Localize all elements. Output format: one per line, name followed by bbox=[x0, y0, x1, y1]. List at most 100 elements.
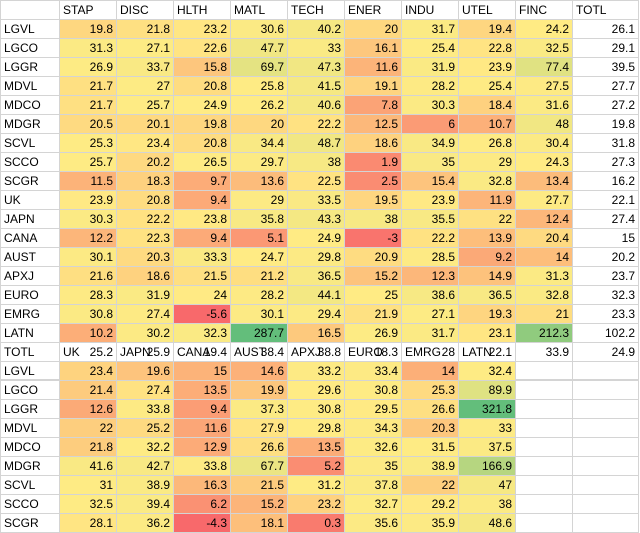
data-cell[interactable]: 24.3 bbox=[515, 152, 573, 172]
data-cell[interactable]: 31.6 bbox=[515, 95, 573, 115]
column-header-matl[interactable]: MATL bbox=[230, 0, 288, 20]
data-cell[interactable]: 27.2 bbox=[572, 95, 639, 115]
empty-cell[interactable] bbox=[572, 494, 639, 514]
data-cell[interactable]: 37.5 bbox=[458, 437, 516, 457]
data-cell[interactable]: 31.2 bbox=[287, 475, 345, 495]
row-label[interactable]: SCGR bbox=[0, 513, 60, 533]
data-cell[interactable]: 22.2 bbox=[401, 228, 459, 248]
empty-cell[interactable] bbox=[515, 361, 573, 381]
column-header-uk[interactable]: UK bbox=[59, 342, 117, 362]
data-cell[interactable]: 36.5 bbox=[458, 285, 516, 305]
column-header-tech[interactable]: TECH bbox=[287, 0, 345, 20]
data-cell[interactable]: 25.4 bbox=[401, 38, 459, 58]
empty-cell[interactable] bbox=[572, 418, 639, 438]
row-label[interactable]: SCVL bbox=[0, 133, 60, 153]
data-cell[interactable]: 20 bbox=[344, 19, 402, 39]
data-cell[interactable]: 29 bbox=[458, 152, 516, 172]
data-cell[interactable]: 21.7 bbox=[59, 95, 117, 115]
data-cell[interactable]: 27 bbox=[116, 76, 174, 96]
data-cell[interactable]: 37.8 bbox=[344, 475, 402, 495]
data-cell[interactable]: 2.5 bbox=[344, 171, 402, 191]
data-cell[interactable]: 24.9 bbox=[173, 95, 231, 115]
data-cell[interactable]: 29.2 bbox=[401, 494, 459, 514]
data-cell[interactable]: 42.7 bbox=[116, 456, 174, 476]
data-cell[interactable]: 40.6 bbox=[287, 95, 345, 115]
data-cell[interactable]: 25 bbox=[344, 285, 402, 305]
column-header-finc[interactable]: FINC bbox=[515, 0, 573, 20]
row-label[interactable]: LGCO bbox=[0, 380, 60, 400]
data-cell[interactable]: 32.3 bbox=[173, 323, 231, 343]
data-cell[interactable]: 9.4 bbox=[173, 228, 231, 248]
data-cell[interactable]: 21.7 bbox=[59, 76, 117, 96]
data-cell[interactable]: 29.8 bbox=[287, 418, 345, 438]
data-cell[interactable]: 22 bbox=[59, 418, 117, 438]
data-cell[interactable]: 27.5 bbox=[515, 76, 573, 96]
column-header-hlth[interactable]: HLTH bbox=[173, 0, 231, 20]
data-cell[interactable]: 47.7 bbox=[230, 38, 288, 58]
data-cell[interactable]: 19.8 bbox=[59, 19, 117, 39]
data-cell[interactable]: 26.8 bbox=[458, 133, 516, 153]
empty-cell[interactable] bbox=[515, 399, 573, 419]
data-cell[interactable]: 5.1 bbox=[230, 228, 288, 248]
data-cell[interactable]: 21.5 bbox=[173, 266, 231, 286]
data-cell[interactable]: 21.6 bbox=[59, 266, 117, 286]
data-cell[interactable]: 31.8 bbox=[572, 133, 639, 153]
data-cell[interactable]: 13.5 bbox=[173, 380, 231, 400]
data-cell[interactable]: 40.2 bbox=[287, 19, 345, 39]
data-cell[interactable]: 32.4 bbox=[458, 361, 516, 381]
column-header-totl[interactable]: TOTL bbox=[572, 0, 639, 20]
data-cell[interactable]: 15.2 bbox=[230, 494, 288, 514]
data-cell[interactable]: 34.9 bbox=[401, 133, 459, 153]
data-cell[interactable]: 29.5 bbox=[344, 399, 402, 419]
column-header-indu[interactable]: INDU bbox=[401, 0, 459, 20]
data-cell[interactable]: 12.9 bbox=[173, 437, 231, 457]
row-label[interactable]: MDVL bbox=[0, 418, 60, 438]
data-cell[interactable]: 20.8 bbox=[173, 76, 231, 96]
data-cell[interactable]: 19.8 bbox=[173, 114, 231, 134]
data-cell[interactable]: 6.2 bbox=[173, 494, 231, 514]
data-cell[interactable]: 212.3 bbox=[515, 323, 573, 343]
data-cell[interactable]: 19.5 bbox=[344, 190, 402, 210]
data-cell[interactable]: 20.5 bbox=[59, 114, 117, 134]
data-cell[interactable]: 25.3 bbox=[59, 133, 117, 153]
data-cell[interactable]: 29.6 bbox=[287, 380, 345, 400]
data-cell[interactable]: 25.3 bbox=[401, 380, 459, 400]
data-cell[interactable]: 22.6 bbox=[173, 38, 231, 58]
data-cell[interactable]: 35.6 bbox=[344, 513, 402, 533]
data-cell[interactable]: 20.3 bbox=[401, 418, 459, 438]
data-cell[interactable]: 47.3 bbox=[287, 57, 345, 77]
data-cell[interactable]: 33.7 bbox=[116, 57, 174, 77]
data-cell[interactable]: 27.4 bbox=[572, 209, 639, 229]
data-cell[interactable]: 18.6 bbox=[116, 266, 174, 286]
data-cell[interactable]: 47 bbox=[458, 475, 516, 495]
data-cell[interactable]: 38 bbox=[287, 152, 345, 172]
data-cell[interactable]: 33.4 bbox=[344, 361, 402, 381]
data-cell[interactable]: 32.3 bbox=[572, 285, 639, 305]
data-cell[interactable]: 11.6 bbox=[173, 418, 231, 438]
data-cell[interactable]: 41.6 bbox=[59, 456, 117, 476]
empty-cell[interactable] bbox=[515, 342, 573, 362]
data-cell[interactable]: 35 bbox=[344, 456, 402, 476]
data-cell[interactable]: 14.9 bbox=[458, 266, 516, 286]
data-cell[interactable]: 19.6 bbox=[116, 361, 174, 381]
row-label[interactable]: MDCO bbox=[0, 437, 60, 457]
data-cell[interactable]: 19.1 bbox=[344, 76, 402, 96]
data-cell[interactable]: 30.8 bbox=[344, 380, 402, 400]
data-cell[interactable]: 25.7 bbox=[116, 95, 174, 115]
column-header-japn[interactable]: JAPN bbox=[116, 342, 174, 362]
data-cell[interactable]: 24 bbox=[173, 285, 231, 305]
row-label[interactable]: EURO bbox=[0, 285, 60, 305]
column-header-emrg[interactable]: EMRG bbox=[401, 342, 459, 362]
data-cell[interactable]: 37.3 bbox=[230, 399, 288, 419]
data-cell[interactable]: 31.9 bbox=[116, 285, 174, 305]
data-cell[interactable]: 11.6 bbox=[344, 57, 402, 77]
row-label[interactable]: SCVL bbox=[0, 475, 60, 495]
data-cell[interactable]: 33.8 bbox=[173, 456, 231, 476]
data-cell[interactable]: 15 bbox=[173, 361, 231, 381]
data-cell[interactable]: 27.4 bbox=[116, 304, 174, 324]
data-cell[interactable]: 28.2 bbox=[230, 285, 288, 305]
data-cell[interactable]: 20.2 bbox=[572, 247, 639, 267]
data-cell[interactable]: 31.3 bbox=[59, 38, 117, 58]
data-cell[interactable]: 27.1 bbox=[116, 38, 174, 58]
data-cell[interactable]: 43.3 bbox=[287, 209, 345, 229]
